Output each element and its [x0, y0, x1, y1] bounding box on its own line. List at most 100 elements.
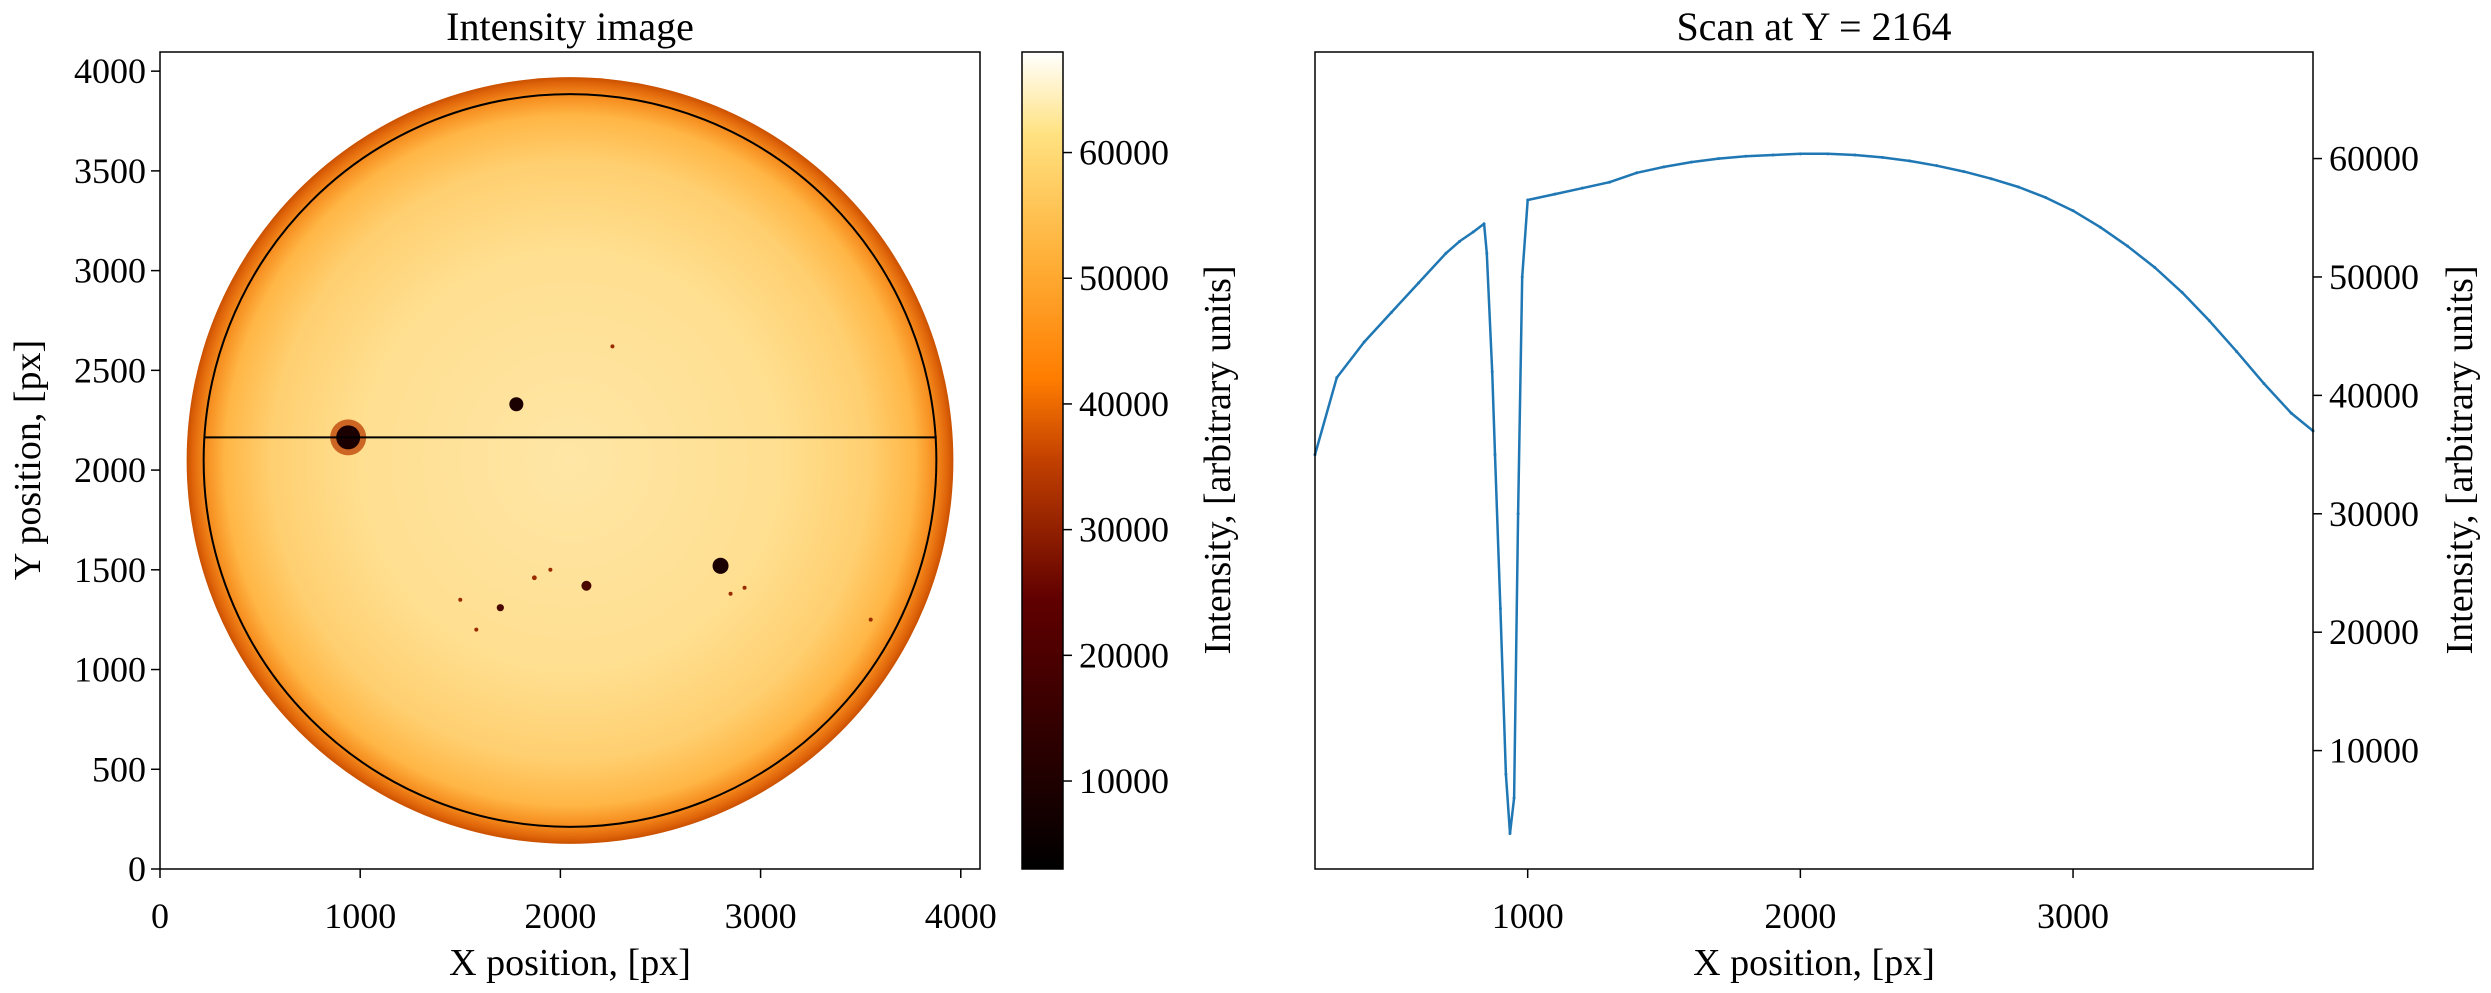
colorbar-tick-label: 20000: [1079, 635, 1169, 675]
scan-data-point: [1771, 153, 1775, 157]
scan-data-point: [1853, 153, 1857, 157]
left-plot-area: [186, 77, 954, 844]
scan-data-point: [2071, 209, 2075, 213]
scan-data-point: [2289, 411, 2293, 415]
sunspot: [728, 591, 733, 596]
scan-data-point: [2235, 350, 2239, 354]
scan-series-layer: [1313, 152, 2315, 835]
scan-data-point: [1962, 170, 1966, 174]
scan-data-point: [2180, 290, 2184, 294]
scan-data-point: [2207, 319, 2211, 323]
scan-data-point: [1485, 251, 1489, 255]
intensity-image-chart: Intensity image 0 1000 2000 3000 4000 0 500 10…: [7, 4, 1239, 984]
right-plot-frame: [1314, 51, 2314, 870]
scan-data-point: [1744, 154, 1748, 158]
scan-data-point: [1417, 281, 1421, 285]
colorbar-ticks: 10000 20000 30000 40000 50000 60000: [1063, 133, 1169, 801]
left-chart-title: Intensity image: [446, 4, 694, 49]
right-y-tick-label: 50000: [2329, 257, 2419, 297]
scan-data-point: [1362, 340, 1366, 344]
left-y-tick-label: 1500: [74, 550, 146, 590]
sunspot: [610, 344, 615, 349]
scan-data-point: [1482, 222, 1486, 226]
fit-circle: [202, 93, 938, 828]
colorbar-tick-label: 50000: [1079, 258, 1169, 298]
right-y-tick-label: 10000: [2329, 731, 2419, 771]
scan-data-point: [2262, 382, 2266, 386]
left-y-tick-label: 0: [128, 849, 146, 889]
scan-data-point: [1389, 310, 1393, 314]
left-x-tick-label: 1000: [324, 896, 396, 936]
scan-data-point: [2017, 185, 2021, 189]
sunspot: [531, 575, 537, 581]
right-x-tick-label: 1000: [1492, 896, 1564, 936]
scan-data-point: [1935, 164, 1939, 168]
scan-data-point: [2098, 225, 2102, 229]
colorbar-tick-label: 40000: [1079, 384, 1169, 424]
right-y-tick-label: 20000: [2329, 612, 2419, 652]
colorbar-label: Intensity, [arbitrary units]: [1197, 265, 1239, 654]
scan-data-point: [1520, 275, 1524, 279]
scan-data-point: [1880, 155, 1884, 159]
left-x-tick-label: 3000: [725, 896, 797, 936]
right-x-axis-label: X position, [px]: [1693, 942, 1935, 984]
scan-data-point: [1798, 152, 1802, 156]
scan-line-chart: Scan at Y = 2164 1000 2000 3000 10000 20000…: [1313, 4, 2481, 984]
scan-data-point: [1458, 239, 1462, 243]
left-y-tick-label: 3000: [74, 251, 146, 291]
scan-data-point: [2126, 244, 2130, 248]
sunspot: [458, 597, 463, 602]
scan-data-point: [1553, 192, 1557, 196]
right-x-ticks: 1000 2000 3000: [1492, 869, 2109, 936]
scan-data-point: [2044, 196, 2048, 200]
scan-data-point: [1662, 165, 1666, 169]
scan-series-line: [1313, 152, 2314, 835]
scan-data-point: [2153, 265, 2157, 269]
sun-disk: [186, 77, 954, 844]
right-x-tick-label: 2000: [1764, 896, 1836, 936]
right-x-tick-label: 3000: [2037, 896, 2109, 936]
right-y-ticks: 10000 20000 30000 40000 50000 60000: [2313, 139, 2419, 771]
scan-data-point: [1504, 772, 1508, 776]
right-y-tick-label: 60000: [2329, 139, 2419, 179]
left-y-axis-label: Y position, [px]: [7, 340, 49, 580]
scan-data-point: [1508, 831, 1512, 835]
right-y-axis-label: Intensity, [arbitrary units]: [2439, 265, 2481, 654]
colorbar-tick-label: 10000: [1079, 761, 1169, 801]
sunspot: [548, 567, 553, 572]
left-x-tick-label: 4000: [925, 896, 997, 936]
sunspot: [581, 580, 592, 591]
scan-data-point: [1907, 159, 1911, 163]
scan-data-point: [1635, 171, 1639, 175]
left-y-tick-label: 1000: [74, 650, 146, 690]
sunspot: [496, 604, 504, 612]
left-y-tick-label: 3500: [74, 151, 146, 191]
left-y-tick-label: 500: [92, 749, 146, 789]
scan-data-point: [1498, 607, 1502, 611]
scan-data-point: [1989, 177, 1993, 181]
left-y-ticks: 0 500 1000 1500 2000 2500 3000 3500 4000: [74, 51, 160, 889]
scan-data-point: [1516, 512, 1520, 516]
scan-data-point: [1607, 180, 1611, 184]
right-chart-title: Scan at Y = 2164: [1676, 4, 1951, 49]
left-y-tick-label: 4000: [74, 51, 146, 91]
sunspot: [474, 627, 479, 632]
left-y-tick-label: 2000: [74, 450, 146, 490]
scan-data-point: [1335, 376, 1339, 380]
scan-data-point: [1493, 453, 1497, 457]
left-y-tick-label: 2500: [74, 350, 146, 390]
sunspot: [742, 585, 747, 590]
scan-data-point: [1580, 186, 1584, 190]
left-x-tick-label: 2000: [524, 896, 596, 936]
left-x-tick-label: 0: [151, 896, 169, 936]
left-x-axis-label: X position, [px]: [449, 942, 691, 984]
right-y-tick-label: 30000: [2329, 494, 2419, 534]
colorbar-tick-label: 30000: [1079, 510, 1169, 550]
left-x-ticks: 0 1000 2000 3000 4000: [151, 869, 997, 936]
scan-data-point: [1717, 157, 1721, 161]
scan-data-point: [1526, 198, 1530, 202]
right-y-tick-label: 40000: [2329, 375, 2419, 415]
scan-data-point: [1490, 370, 1494, 374]
sunspot: [712, 557, 729, 574]
scan-data-point: [1826, 152, 1830, 156]
